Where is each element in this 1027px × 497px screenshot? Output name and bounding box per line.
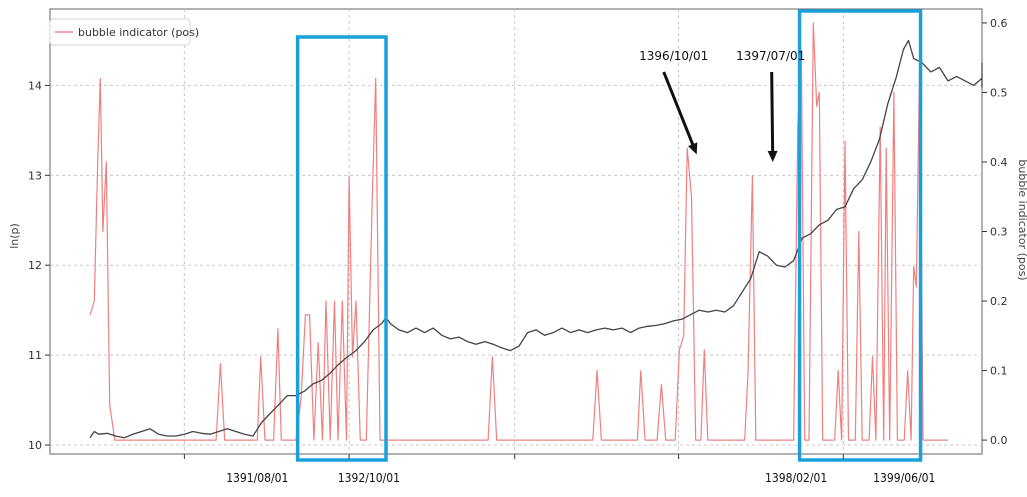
annotation-arrow-head-1 (767, 150, 778, 162)
series-line-left (89, 39, 983, 439)
right-tick-label-1: 0.1 (990, 365, 1008, 378)
lnp-series (89, 39, 983, 439)
x-tick-label-3: 1399/06/01 (873, 471, 935, 485)
x-tick-label-2: 1398/02/01 (765, 471, 827, 485)
left-tick-label-0: 10 (28, 439, 42, 452)
annotation-label-0: 1396/10/01 (639, 49, 708, 63)
x-axis: 1391/08/01 1392/10/01 1398/02/01 1399/06/01 (183, 454, 935, 485)
left-tick-label-4: 14 (28, 79, 42, 92)
right-tick-label-6: 0.6 (990, 17, 1008, 30)
left-tick-label-1: 11 (28, 349, 42, 362)
x-tick-label-1: 1392/10/01 (338, 471, 400, 485)
legend-entry-bubble: bubble indicator (pos) (78, 26, 199, 39)
legend-box (49, 18, 191, 46)
right-tick-label-3: 0.3 (990, 226, 1008, 239)
annotations: 1396/10/01 1397/07/01 (639, 49, 805, 162)
left-tick-label-3: 13 (28, 169, 42, 182)
right-tick-label-2: 0.2 (990, 295, 1008, 308)
left-tick-label-2: 12 (28, 259, 42, 272)
annotation-label-1: 1397/07/01 (736, 49, 805, 63)
highlight-box-1 (797, 9, 923, 462)
left-axis: 10 11 12 13 14 (28, 79, 50, 452)
right-axis: 0.0 0.1 0.2 0.3 0.4 0.5 0.6 (982, 17, 1008, 447)
right-tick-label-5: 0.5 (990, 86, 1008, 99)
bubble-indicator-series (89, 22, 948, 441)
right-tick-label-0: 0.0 (990, 434, 1008, 447)
annotation-arrow-head-0 (688, 142, 698, 155)
annotation-arrow-shaft-0 (662, 71, 696, 148)
plot-area (49, 8, 983, 455)
legend: bubble indicator (pos) (49, 18, 199, 46)
left-axis-label: ln(p) (8, 223, 21, 249)
annotation-arrow-shaft-1 (770, 71, 775, 154)
series-line-right (89, 22, 948, 441)
highlight-boxes (295, 9, 923, 462)
right-axis-label: bubble indicator (pos) (1016, 159, 1027, 280)
right-tick-label-4: 0.4 (990, 156, 1008, 169)
x-tick-label-0: 1391/08/01 (226, 471, 288, 485)
highlight-box-0 (295, 35, 388, 462)
